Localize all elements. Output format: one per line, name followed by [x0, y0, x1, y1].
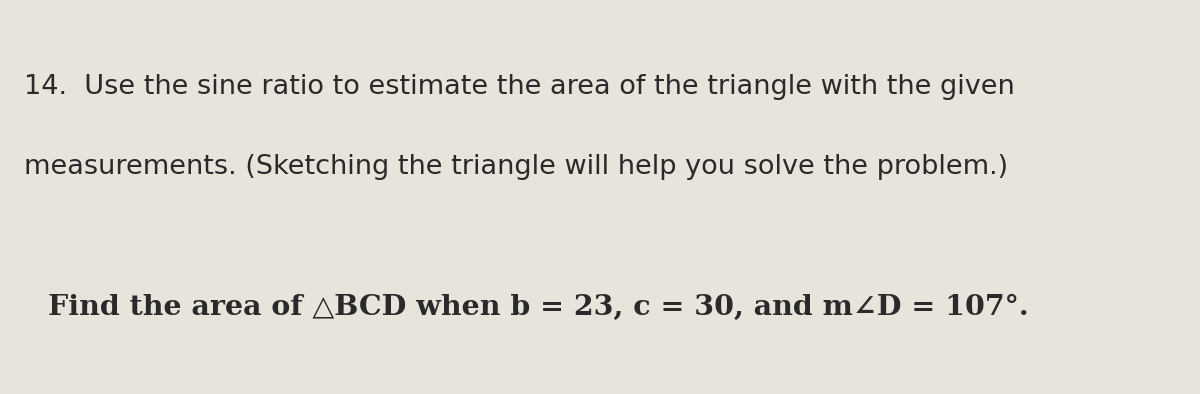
Text: measurements. (Sketching the triangle will help you solve the problem.): measurements. (Sketching the triangle wi…	[24, 154, 1008, 180]
Text: 14.  Use the sine ratio to estimate the area of the triangle with the given: 14. Use the sine ratio to estimate the a…	[24, 74, 1015, 100]
Text: Find the area of △BCD when b = 23, c = 30, and m∠D = 107°.: Find the area of △BCD when b = 23, c = 3…	[48, 294, 1028, 321]
